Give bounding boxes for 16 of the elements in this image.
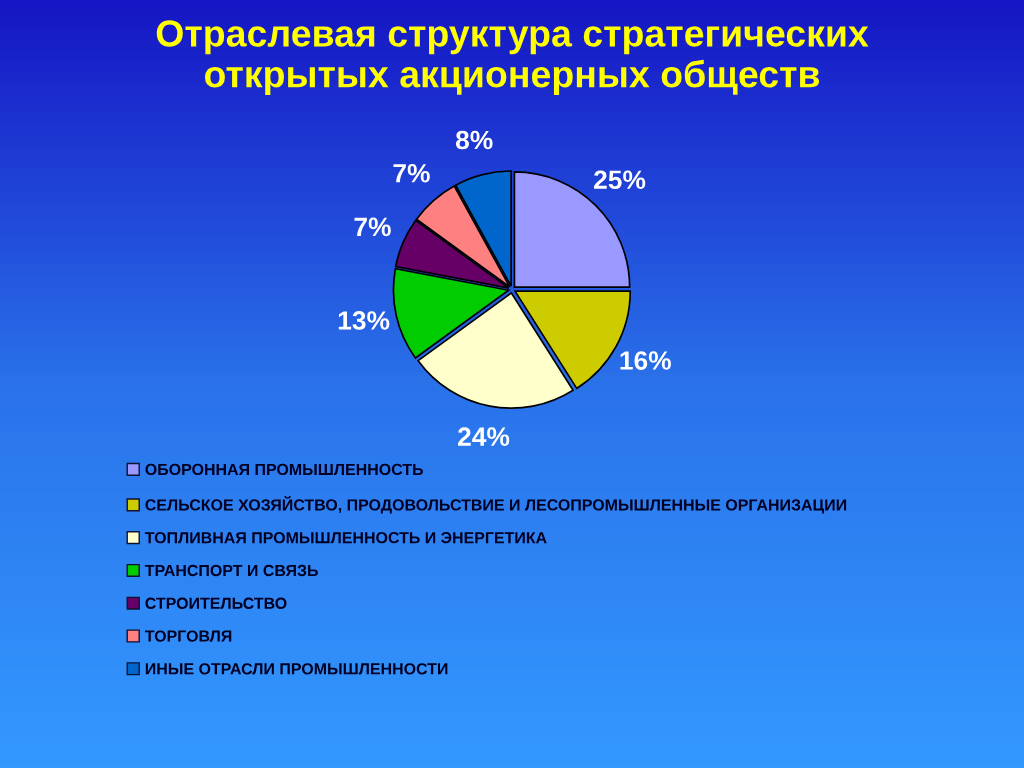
legend-label: ОБОРОННАЯ ПРОМЫШЛЕННОСТЬ (145, 463, 423, 476)
legend-label: ТОПЛИВНАЯ ПРОМЫШЛЕННОСТЬ И ЭНЕРГЕТИКА (144, 532, 547, 544)
data-label: 16% (620, 351, 671, 370)
legend-label: СЕЛЬСКОЕ ХОЗЯЙСТВО, ПРОДОВОЛЬСТВИЕ И ЛЕСОПРОМЫШЛЕННЫЕ ОРГАНИЗАЦИИ (145, 495, 847, 514)
pie-slice (417, 292, 574, 409)
data-label: 13% (338, 311, 390, 330)
data-label: 7% (393, 163, 430, 183)
legend-label: ТРАНСПОРТ И СВЯЗЬ (144, 564, 318, 577)
data-label: 25% (594, 170, 646, 190)
legend-label: СТРОИТЕЛЬСТВО (145, 597, 287, 609)
legend-label: ТОРГОВЛЯ (144, 630, 232, 642)
data-label: 7% (354, 217, 391, 237)
legend-label: ИНЫЕ ОТРАСЛИ ПРОМЫШЛЕННОСТИ (145, 663, 448, 675)
data-label: 24% (458, 427, 510, 446)
chart-title: Отраслевая структура стратегических открытых акционерных обществ (156, 20, 869, 95)
data-label: 8% (455, 130, 493, 150)
